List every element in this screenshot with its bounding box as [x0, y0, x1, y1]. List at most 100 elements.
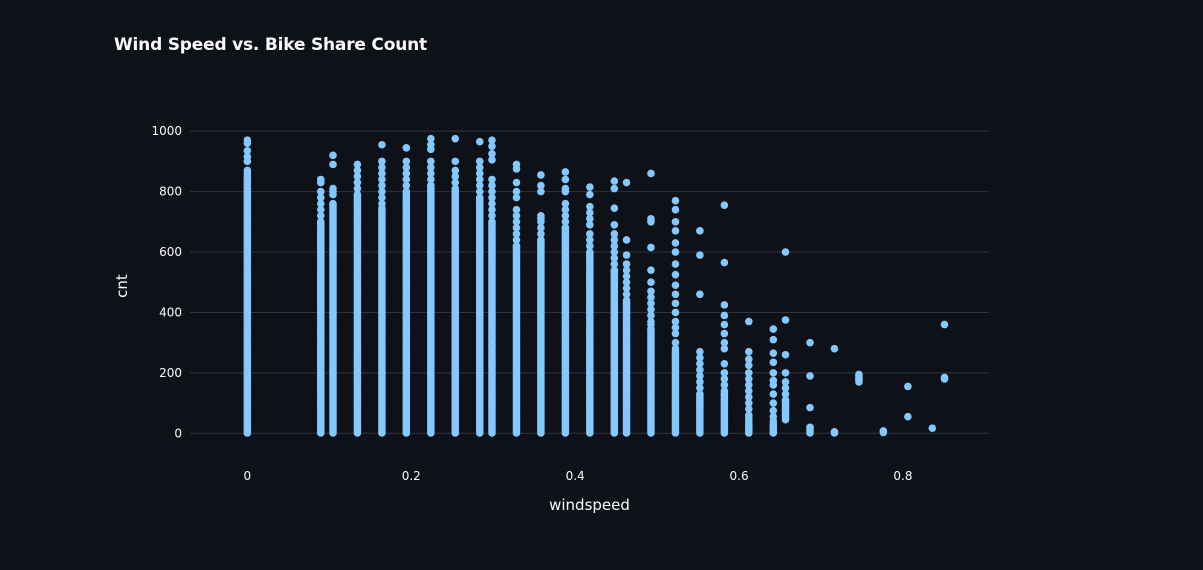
data-point[interactable] — [904, 382, 912, 391]
data-point[interactable] — [806, 403, 814, 412]
data-point[interactable] — [316, 211, 325, 220]
data-point[interactable] — [769, 358, 778, 367]
data-point[interactable] — [512, 230, 521, 238]
data-point[interactable] — [696, 390, 704, 398]
data-point[interactable] — [488, 150, 496, 158]
data-point[interactable] — [622, 296, 631, 305]
data-point[interactable] — [537, 171, 545, 179]
data-point[interactable] — [561, 217, 570, 226]
data-point[interactable] — [622, 272, 631, 280]
data-point[interactable] — [696, 360, 704, 368]
data-point[interactable] — [720, 387, 729, 395]
data-point[interactable] — [696, 353, 704, 362]
data-point[interactable] — [475, 193, 484, 202]
data-point[interactable] — [488, 205, 496, 214]
data-point[interactable] — [586, 230, 594, 238]
data-point[interactable] — [402, 163, 411, 172]
data-point[interactable] — [378, 163, 386, 172]
data-point[interactable] — [378, 140, 386, 149]
data-point[interactable] — [696, 372, 704, 380]
data-point[interactable] — [745, 387, 753, 395]
data-point[interactable] — [720, 258, 729, 267]
data-point[interactable] — [622, 260, 631, 268]
data-point[interactable] — [671, 308, 680, 317]
data-point[interactable] — [243, 172, 252, 181]
data-point[interactable] — [561, 199, 570, 208]
data-point[interactable] — [745, 361, 753, 370]
data-point[interactable] — [561, 168, 570, 176]
data-point[interactable] — [475, 169, 484, 178]
data-point[interactable] — [378, 175, 386, 184]
data-point[interactable] — [769, 335, 778, 344]
data-point[interactable] — [243, 157, 252, 166]
data-point[interactable] — [586, 190, 594, 199]
data-point[interactable] — [745, 405, 753, 413]
data-point[interactable] — [316, 187, 325, 196]
data-point[interactable] — [806, 423, 814, 432]
data-point[interactable] — [537, 181, 545, 190]
data-point[interactable] — [720, 375, 729, 383]
data-point[interactable] — [329, 151, 337, 160]
data-point[interactable] — [904, 412, 912, 421]
data-point[interactable] — [512, 187, 521, 196]
data-point[interactable] — [488, 217, 496, 226]
data-point[interactable] — [402, 143, 411, 152]
data-point[interactable] — [451, 172, 460, 181]
data-point[interactable] — [769, 420, 778, 429]
data-point[interactable] — [586, 214, 594, 223]
data-point[interactable] — [855, 375, 863, 383]
data-point[interactable] — [402, 157, 411, 166]
data-point[interactable] — [586, 202, 594, 211]
data-point[interactable] — [671, 239, 680, 247]
data-point[interactable] — [316, 205, 325, 214]
data-point[interactable] — [781, 369, 790, 377]
data-point[interactable] — [610, 254, 619, 262]
data-point[interactable] — [353, 184, 362, 193]
data-point[interactable] — [316, 217, 325, 226]
data-point[interactable] — [427, 163, 435, 172]
data-point[interactable] — [512, 242, 521, 250]
data-point[interactable] — [488, 211, 496, 220]
data-point[interactable] — [475, 157, 484, 166]
data-point[interactable] — [512, 193, 521, 202]
data-point[interactable] — [561, 175, 570, 184]
data-point[interactable] — [561, 224, 570, 232]
data-point[interactable] — [671, 281, 680, 290]
data-point[interactable] — [647, 243, 655, 252]
data-point[interactable] — [769, 369, 778, 377]
data-point[interactable] — [745, 347, 753, 356]
data-point[interactable] — [769, 325, 778, 333]
data-point[interactable] — [427, 181, 435, 190]
data-point[interactable] — [610, 236, 619, 244]
data-point[interactable] — [671, 227, 680, 235]
data-point[interactable] — [610, 221, 619, 229]
data-point[interactable] — [427, 134, 435, 143]
data-point[interactable] — [647, 287, 655, 296]
data-point[interactable] — [512, 205, 521, 214]
data-point[interactable] — [610, 248, 619, 256]
data-point[interactable] — [329, 199, 337, 208]
data-point[interactable] — [622, 251, 631, 259]
data-point[interactable] — [769, 390, 778, 398]
data-point[interactable] — [537, 187, 545, 196]
data-point[interactable] — [512, 165, 521, 173]
data-point[interactable] — [940, 373, 949, 382]
data-point[interactable] — [720, 369, 729, 377]
data-point[interactable] — [488, 193, 496, 202]
data-point[interactable] — [475, 175, 484, 184]
data-point[interactable] — [720, 329, 729, 338]
data-point[interactable] — [537, 217, 545, 226]
data-point[interactable] — [622, 290, 631, 299]
data-point[interactable] — [781, 390, 790, 398]
data-point[interactable] — [781, 316, 790, 324]
data-point[interactable] — [243, 139, 252, 148]
data-point[interactable] — [586, 208, 594, 217]
data-point[interactable] — [378, 193, 386, 202]
data-point[interactable] — [769, 381, 778, 389]
data-point[interactable] — [427, 175, 435, 184]
data-point[interactable] — [830, 427, 839, 436]
data-point[interactable] — [610, 177, 619, 185]
data-point[interactable] — [451, 157, 460, 166]
data-point[interactable] — [378, 169, 386, 178]
